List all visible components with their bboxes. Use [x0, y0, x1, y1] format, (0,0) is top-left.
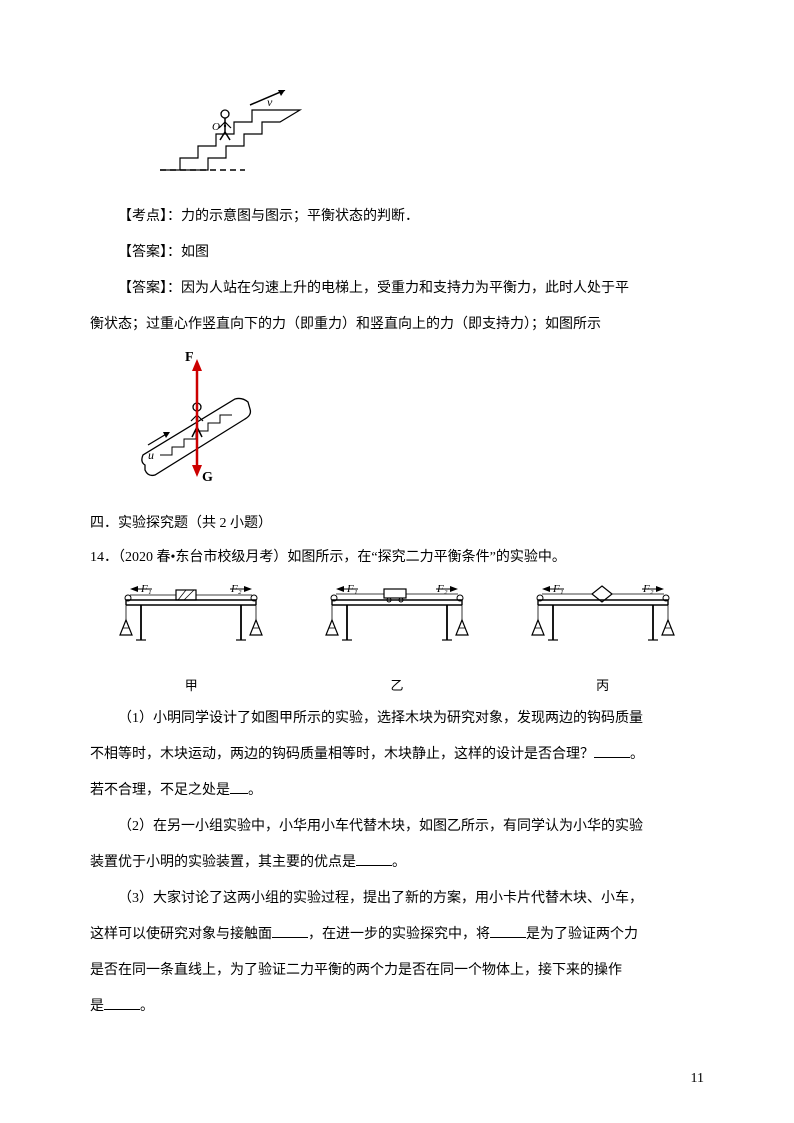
exam-point-label: 【考点】： [118, 209, 181, 224]
q14-1bc: 不相等时，木块运动，两边的钩码质量相等时，木块静止，这样的设计是否合理？ 。 [90, 741, 704, 769]
q14-2bc: 装置优于小明的实验装置，其主要的优点是 。 [90, 849, 704, 877]
answer-1: 【答案】：如图 [90, 239, 704, 267]
caption-jia: 甲 [90, 673, 293, 699]
stick-person: O [212, 110, 231, 140]
force-arrow-down: G [192, 419, 213, 485]
q14-1e: 。 [248, 783, 262, 798]
q14-2c: 。 [392, 855, 406, 870]
q14-3fg: 是。 [90, 993, 704, 1021]
exam-point-text: 力的示意图与图示；平衡状态的判断． [181, 209, 419, 224]
q14-3f: 是 [90, 999, 104, 1014]
q14-3bcd: 这样可以使研究对象与接触面 ，在进一步的实验探究中，将 是为了验证两个力 [90, 921, 704, 949]
exam-point: 【考点】：力的示意图与图示；平衡状态的判断． [90, 203, 704, 231]
escalator-svg: O v [150, 90, 320, 180]
fig-jia: F₁ F₂ [90, 580, 293, 699]
svg-text:O: O [212, 121, 220, 133]
blank-4[interactable] [272, 923, 308, 938]
q14-3d: 是为了验证两个力 [526, 927, 638, 942]
blank-5[interactable] [490, 923, 526, 938]
fig-bing: F₁ F₂ [501, 580, 704, 699]
page-number: 11 [691, 1065, 704, 1093]
q14-3b: 这样可以使研究对象与接触面 [90, 927, 272, 942]
figure-force: F G u [130, 347, 704, 498]
svg-text:G: G [202, 470, 213, 485]
svg-text:F: F [185, 350, 194, 365]
svg-text:u: u [148, 448, 154, 462]
answer-text-2b: 衡状态；过重心作竖直向下的力（即重力）和竖直向上的力（即支持力）；如图所示 [90, 317, 601, 332]
caption-bing: 丙 [501, 673, 704, 699]
answer-text-1: 如图 [181, 245, 209, 260]
q14-1b: 不相等时，木块运动，两边的钩码质量相等时，木块静止，这样的设计是否合理？ [90, 747, 594, 762]
blank-1[interactable] [594, 743, 630, 758]
q14-2b: 装置优于小明的实验装置，其主要的优点是 [90, 855, 356, 870]
page: O v 【考点】：力的示意图与图示；平衡状态的判断． 【答案】：如图 【答案】：… [0, 0, 794, 1123]
svg-text:v: v [267, 95, 273, 109]
q14-stem: 14．（2020 春•东台市校级月考）如图所示，在“探究二力平衡条件”的实验中。 [90, 544, 704, 572]
q14-3g: 。 [140, 999, 154, 1014]
apparatus-figures: F₁ F₂ [90, 580, 704, 699]
q14-2a: （2）在另一小组实验中，小华用小车代替木块，如图乙所示，有同学认为小华的实验 [90, 813, 704, 841]
q14-1d: 若不合理，不足之处是 [90, 783, 230, 798]
answer-label-2: 【答案】： [118, 281, 181, 296]
answer-text-2a: 因为人站在匀速上升的电梯上，受重力和支持力为平衡力，此时人处于平 [181, 281, 629, 296]
blank-2[interactable] [230, 779, 248, 794]
q14-3e: 是否在同一条直线上，为了验证二力平衡的两个力是否在同一个物体上，接下来的操作 [90, 957, 704, 985]
q14-1a: （1）小明同学设计了如图甲所示的实验，选择木块为研究对象，发现两边的钩码质量 [90, 705, 704, 733]
answer-2-line1: 【答案】：因为人站在匀速上升的电梯上，受重力和支持力为平衡力，此时人处于平 [90, 275, 704, 303]
velocity-u: u [148, 432, 170, 462]
velocity-arrow: v [250, 90, 285, 109]
force-svg: F G u [130, 347, 280, 487]
caption-yi: 乙 [296, 673, 499, 699]
q14-3a: （3）大家讨论了这两小组的实验过程，提出了新的方案，用小卡片代替木块、小车， [90, 885, 704, 913]
fig-yi: F₁ F₂ [296, 580, 499, 699]
section-title: 四．实验探究题（共 2 小题） [90, 510, 704, 538]
figure-escalator: O v [150, 90, 704, 191]
q14-1c: 。 [630, 747, 644, 762]
answer-label-1: 【答案】： [118, 245, 181, 260]
answer-2-line2: 衡状态；过重心作竖直向下的力（即重力）和竖直向上的力（即支持力）；如图所示 [90, 311, 704, 339]
blank-3[interactable] [356, 851, 392, 866]
blank-6[interactable] [104, 995, 140, 1010]
q14-3c: ，在进一步的实验探究中，将 [308, 927, 490, 942]
q14-1de: 若不合理，不足之处是 。 [90, 777, 704, 805]
